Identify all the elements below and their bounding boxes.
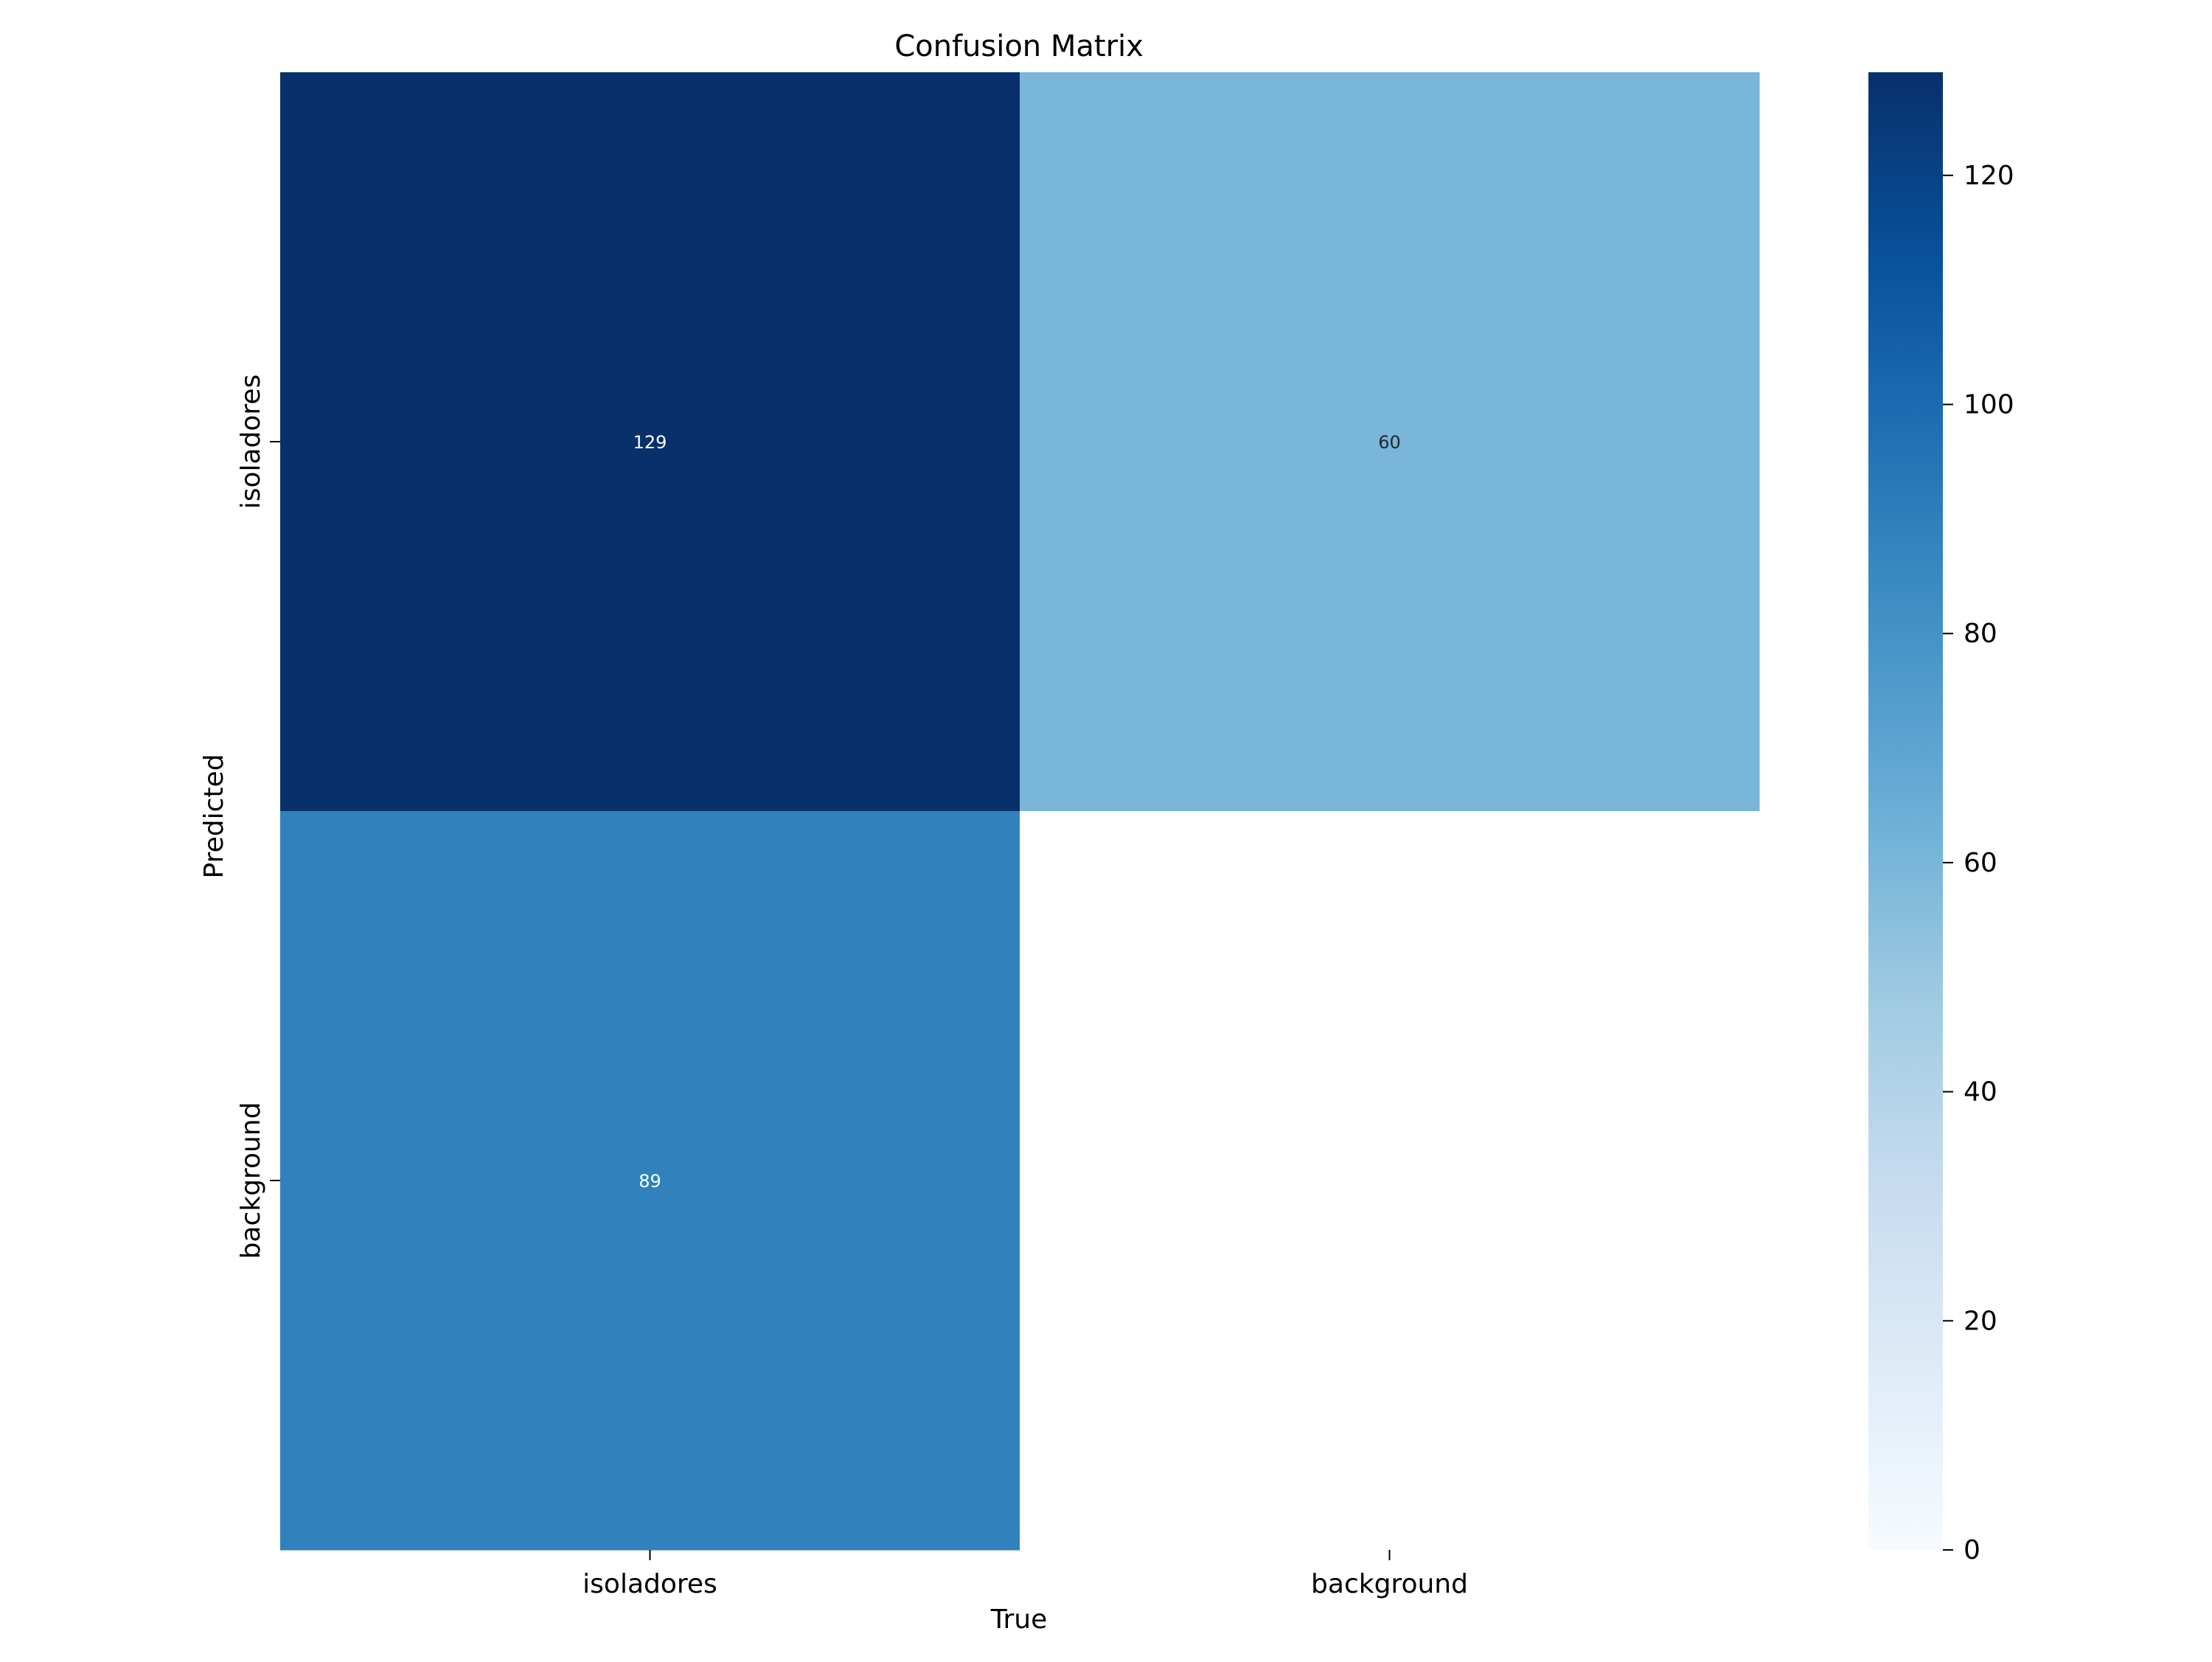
colorbar-tick-label: 100 <box>1964 390 2014 420</box>
heatmap-cell <box>280 811 1020 1551</box>
colorbar <box>1868 72 1943 1550</box>
x-axis-ticks: isoladores background <box>582 1550 1468 1599</box>
colorbar-tick-label: 20 <box>1964 1306 1997 1336</box>
colorbar-tick-label: 120 <box>1964 161 2014 191</box>
cell-value-label: 60 <box>1378 432 1401 453</box>
x-tick-label: background <box>1311 1569 1468 1599</box>
cell-value-label: 129 <box>633 432 667 453</box>
colorbar-ticks: 0 20 40 60 80 100 120 <box>1943 161 2014 1565</box>
colorbar-tick-label: 80 <box>1964 619 1997 649</box>
colorbar-tick-label: 60 <box>1964 848 1997 878</box>
y-axis-ticks: isoladores background <box>236 375 280 1259</box>
x-tick-label: isoladores <box>582 1569 717 1599</box>
x-axis-label: True <box>990 1604 1047 1635</box>
y-tick-label: background <box>236 1102 266 1259</box>
heatmap-cell <box>1020 811 1760 1551</box>
heatmap-cell-labels: 129 60 89 <box>633 432 1401 1192</box>
heatmap-cell <box>1020 72 1760 812</box>
cell-value-label: 89 <box>639 1171 661 1192</box>
heatmap-cells <box>280 72 1760 1551</box>
y-axis-label: Predicted <box>199 754 229 879</box>
chart-title: Confusion Matrix <box>894 29 1144 63</box>
heatmap-cell <box>280 72 1020 812</box>
colorbar-tick-label: 40 <box>1964 1077 1997 1108</box>
colorbar-tick-label: 0 <box>1964 1535 1980 1565</box>
y-tick-label: isoladores <box>236 375 266 510</box>
